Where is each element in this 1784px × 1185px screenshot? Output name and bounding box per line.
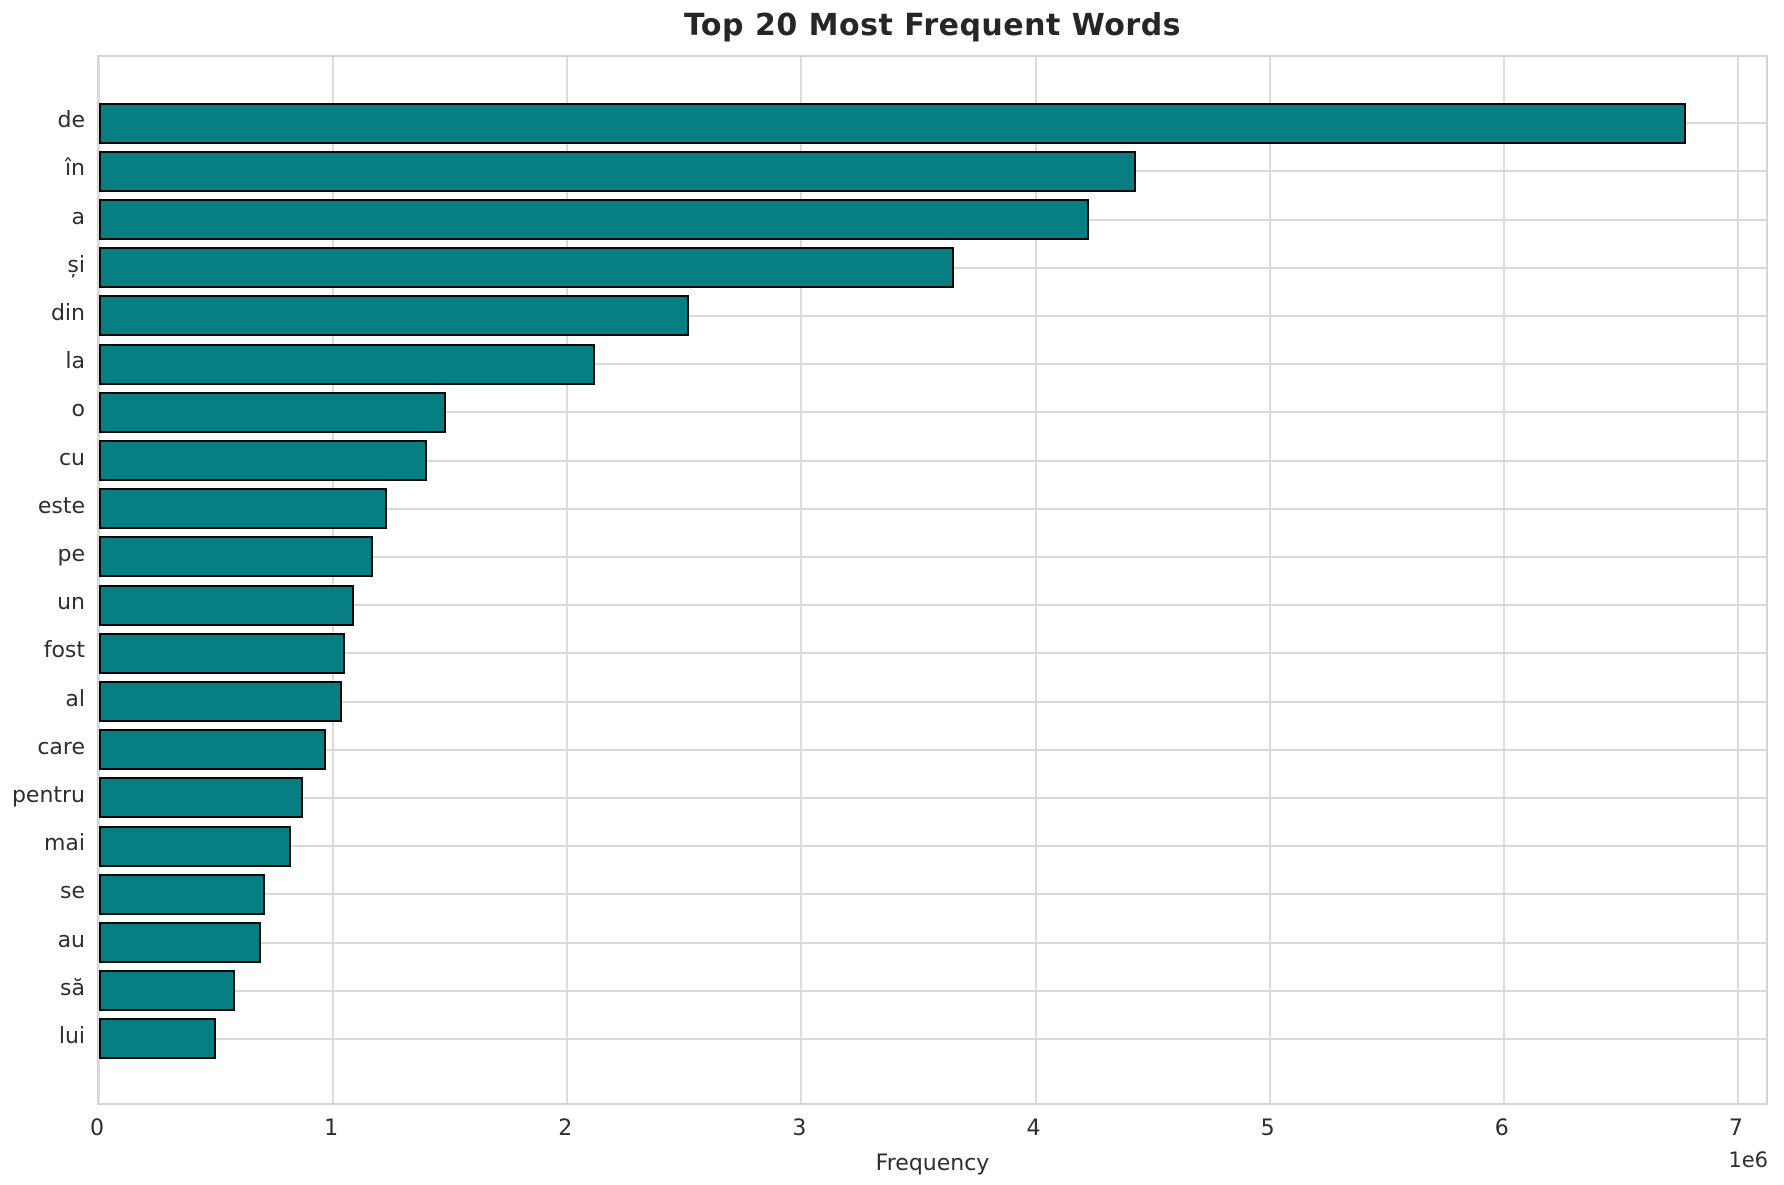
bar-la [99,343,596,385]
x-tick-label: 2 [558,1116,573,1141]
horizontal-gridline [99,411,1766,414]
horizontal-gridline [99,459,1766,462]
bar-în [99,150,1137,192]
x-tick-label: 6 [1494,1116,1509,1141]
horizontal-gridline [99,314,1766,317]
y-tick-label-au: au [57,927,85,953]
horizontal-gridline [99,941,1766,944]
horizontal-gridline [99,845,1766,848]
bar-un [99,584,355,626]
bar-din [99,295,689,337]
y-tick-label-la: la [65,349,85,375]
y-tick-label-lui: lui [58,1023,85,1049]
horizontal-gridline [99,604,1766,607]
x-tick-label: 4 [1026,1116,1041,1141]
vertical-gridline [1034,57,1037,1103]
bar-să [99,970,235,1012]
bar-al [99,681,343,722]
x-tick-label: 0 [90,1116,104,1141]
x-tick-label: 1 [324,1116,339,1141]
plot-area [97,55,1768,1105]
vertical-gridline [332,57,335,1103]
vertical-gridline [800,57,803,1103]
bar-cu [99,440,427,481]
x-tick-label: 7 [1728,1116,1743,1141]
horizontal-gridline [99,796,1766,799]
horizontal-gridline [99,652,1766,655]
bar-de [99,102,1687,144]
y-tick-label-mai: mai [43,831,85,857]
y-tick-label-un: un [57,590,85,616]
vertical-gridline [1502,57,1505,1103]
y-tick-label-cu: cu [58,445,85,471]
vertical-gridline [1736,57,1739,1103]
vertical-gridline [566,57,569,1103]
bar-este [99,488,387,530]
y-tick-label-o: o [71,397,85,423]
x-axis-label: Frequency [875,1151,990,1176]
y-tick-label-care: care [37,734,85,760]
bar-lui [99,1018,217,1060]
bar-și [99,247,954,289]
horizontal-gridline [99,555,1766,558]
y-tick-label-pentru: pentru [11,782,85,808]
y-tick-label-se: se [60,879,85,905]
horizontal-gridline [99,700,1766,703]
horizontal-gridline [99,363,1766,366]
horizontal-gridline [99,748,1766,751]
y-tick-label-al: al [65,686,85,712]
bar-mai [99,825,291,867]
horizontal-gridline [99,989,1766,992]
y-tick-label-fost: fost [43,638,85,664]
y-tick-label-este: este [37,493,85,519]
y-tick-label-în: în [64,156,85,182]
bar-pentru [99,777,303,819]
bar-se [99,873,266,915]
horizontal-gridline [99,893,1766,896]
vertical-gridline [1268,57,1271,1103]
y-tick-label-de: de [57,108,86,134]
bar-au [99,922,261,963]
y-tick-label-și: și [67,252,85,278]
chart-title: Top 20 Most Frequent Words [683,8,1182,43]
bar-a [99,199,1090,240]
horizontal-gridline [99,507,1766,510]
y-tick-label-din: din [50,300,85,326]
bar-fost [99,632,345,674]
bar-care [99,729,327,771]
bar-o [99,391,446,433]
horizontal-gridline [99,1037,1766,1040]
vertical-gridline [98,57,100,1103]
bar-pe [99,536,373,578]
y-tick-label-pe: pe [57,541,86,567]
y-tick-label-a: a [71,204,85,230]
x-tick-label: 3 [792,1116,807,1141]
y-tick-label-să: să [60,975,85,1001]
axis-scale-offset-label: 1e6 [1728,1148,1768,1172]
x-tick-label: 5 [1260,1116,1275,1141]
